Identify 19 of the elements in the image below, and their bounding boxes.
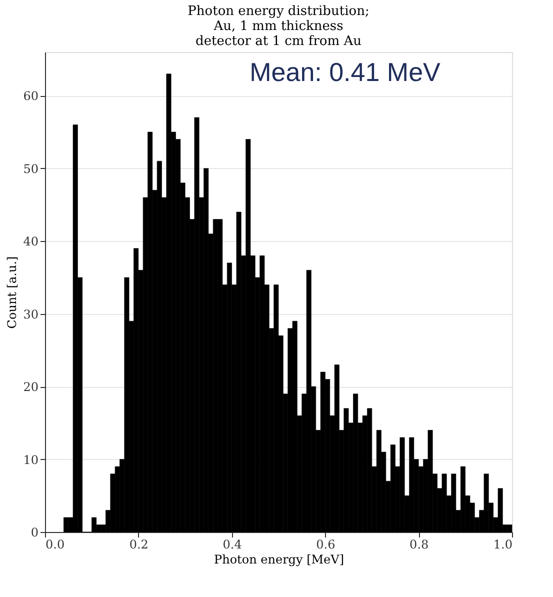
y-axis-title: Count [a.u.] xyxy=(5,256,20,329)
y-tick-label: 40 xyxy=(23,234,38,249)
annotation: Mean: 0.41 MeV xyxy=(250,57,442,87)
x-tick-label: 0.6 xyxy=(316,538,336,552)
y-tick-label: 10 xyxy=(23,452,38,467)
x-tick-label: 0.4 xyxy=(222,538,242,552)
y-tick-label: 0 xyxy=(30,526,38,540)
x-tick-label: 1.0 xyxy=(493,538,512,552)
text: Au, 1 mm thickness xyxy=(214,19,344,34)
text: detector at 1 cm from Au xyxy=(196,34,362,49)
x-axis-title: Photon energy [MeV] xyxy=(214,552,344,566)
y-tick-label: 20 xyxy=(23,380,38,394)
y-tick-label: 50 xyxy=(23,162,38,176)
text: Photon energy distribution; xyxy=(188,4,370,19)
x-tick-label: 0.2 xyxy=(129,538,148,552)
x-tick-label: 0.8 xyxy=(410,538,429,552)
y-tick-label: 30 xyxy=(23,307,38,322)
y-tick-label: 60 xyxy=(23,89,38,104)
x-tick-label: 0.0 xyxy=(46,538,65,552)
